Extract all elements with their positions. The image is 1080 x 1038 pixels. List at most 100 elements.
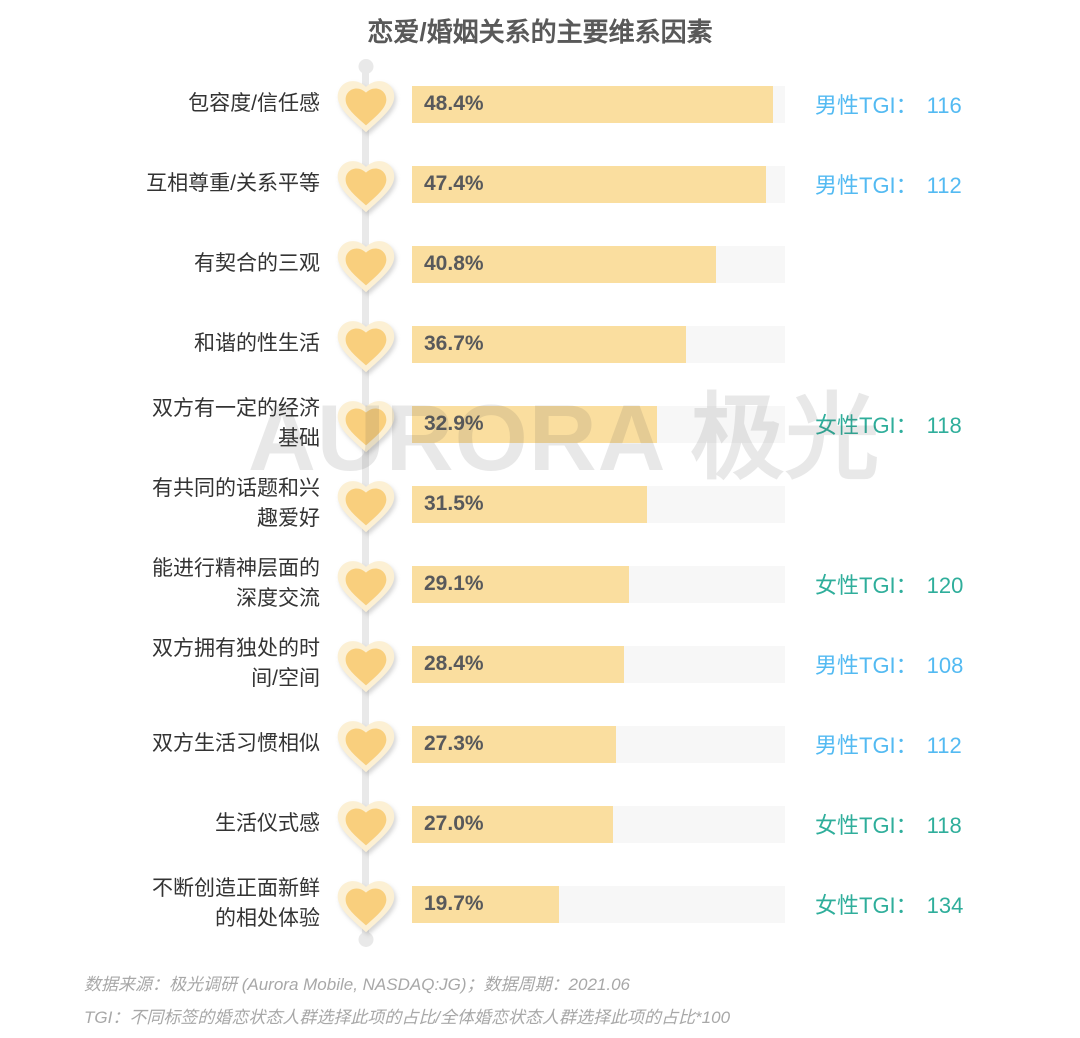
chart-row: 和谐的性生活 36.7% [0, 304, 1080, 384]
tgi-value: 120 [926, 573, 964, 598]
bar-fill: 27.3% [412, 725, 616, 763]
heart-cell [320, 153, 412, 215]
bar-value-label: 40.8% [424, 252, 484, 275]
chart-row: 有契合的三观 40.8% [0, 224, 1080, 304]
tgi-value: 108 [926, 653, 964, 678]
bar-track: 27.3% [412, 725, 785, 763]
heart-icon [337, 81, 395, 133]
bar-fill: 27.0% [412, 805, 614, 843]
heart-cell [320, 713, 412, 775]
bar-track: 36.7% [412, 325, 785, 363]
bar-fill: 29.1% [412, 565, 630, 603]
heart-cell [320, 873, 412, 935]
timeline-dot-bottom [358, 932, 373, 947]
bar-track: 32.9% [412, 405, 785, 443]
category-label: 能进行精神层面的 深度交流 [152, 557, 320, 610]
heart-cell [320, 633, 412, 695]
bar-track: 40.8% [412, 245, 785, 283]
tgi-value: 116 [926, 93, 962, 118]
tgi-annotation: 男性TGI： 108 [815, 648, 963, 680]
footer: 数据来源：极光调研 (Aurora Mobile, NASDAQ:JG)；数据周… [84, 968, 730, 1034]
tgi-annotation: 女性TGI： 134 [815, 888, 963, 920]
chart-row: 互相尊重/关系平等 47.4% 男性TGI： 112 [0, 144, 1080, 224]
tgi-annotation: 女性TGI： 118 [815, 408, 962, 440]
bar-rows: 包容度/信任感 48.4% 男性TGI： 116 互相尊重/关系平等 47. [0, 64, 1080, 944]
bar-track: 28.4% [412, 645, 785, 683]
heart-icon [337, 161, 395, 213]
bar-fill: 28.4% [412, 645, 624, 683]
heart-cell [320, 553, 412, 615]
bar-value-label: 28.4% [424, 652, 484, 675]
chart-row: 双方生活习惯相似 27.3% 男性TGI： 112 [0, 704, 1080, 784]
heart-cell [320, 73, 412, 135]
tgi-label: 女性TGI： [815, 573, 918, 598]
category-label: 有共同的话题和兴 趣爱好 [152, 477, 320, 530]
heart-cell [320, 393, 412, 455]
chart-row: 包容度/信任感 48.4% 男性TGI： 116 [0, 64, 1080, 144]
bar-value-label: 19.7% [424, 892, 484, 915]
bar-fill: 48.4% [412, 85, 774, 123]
bar-track: 27.0% [412, 805, 785, 843]
tgi-value: 134 [926, 893, 964, 918]
heart-icon [337, 721, 395, 773]
bar-track: 29.1% [412, 565, 785, 603]
heart-icon [337, 561, 395, 613]
chart-row: 双方有一定的经济 基础 32.9% 女性TGI： 118 [0, 384, 1080, 464]
bar-value-label: 32.9% [424, 412, 484, 435]
tgi-label: 男性TGI： [815, 733, 918, 758]
tgi-label: 女性TGI： [815, 813, 918, 838]
category-label: 双方生活习惯相似 [152, 732, 320, 755]
heart-cell [320, 233, 412, 295]
heart-icon [337, 401, 395, 453]
timeline-dot-top [358, 59, 373, 74]
category-label: 不断创造正面新鲜 的相处体验 [152, 877, 320, 930]
footer-source-note: 数据来源：极光调研 (Aurora Mobile, NASDAQ:JG)；数据周… [84, 975, 631, 994]
tgi-label: 女性TGI： [815, 893, 918, 918]
bar-track: 47.4% [412, 165, 785, 203]
tgi-label: 男性TGI： [815, 93, 918, 118]
heart-cell [320, 473, 412, 535]
bar-fill: 36.7% [412, 325, 686, 363]
chart-row: 有共同的话题和兴 趣爱好 31.5% [0, 464, 1080, 544]
tgi-annotation: 男性TGI： 116 [815, 88, 962, 120]
tgi-value: 112 [926, 173, 962, 198]
heart-cell [320, 313, 412, 375]
heart-icon [337, 481, 395, 533]
chart-row: 能进行精神层面的 深度交流 29.1% 女性TGI： 120 [0, 544, 1080, 624]
heart-icon [337, 321, 395, 373]
bar-value-label: 27.0% [424, 812, 484, 835]
bar-fill: 32.9% [412, 405, 658, 443]
bar-track: 19.7% [412, 885, 785, 923]
chart-row: 生活仪式感 27.0% 女性TGI： 118 [0, 784, 1080, 864]
heart-icon [337, 801, 395, 853]
bar-value-label: 47.4% [424, 172, 484, 195]
bar-fill: 40.8% [412, 245, 717, 283]
tgi-annotation: 女性TGI： 118 [815, 808, 962, 840]
category-label: 和谐的性生活 [194, 332, 320, 355]
bar-track: 48.4% [412, 85, 785, 123]
heart-icon [337, 641, 395, 693]
bar-fill: 31.5% [412, 485, 647, 523]
tgi-annotation: 男性TGI： 112 [815, 728, 962, 760]
bar-track: 31.5% [412, 485, 785, 523]
category-label: 生活仪式感 [215, 812, 320, 835]
chart-row: 双方拥有独处的时 间/空间 28.4% 男性TGI： 108 [0, 624, 1080, 704]
heart-icon [337, 241, 395, 293]
category-label: 双方有一定的经济 基础 [152, 397, 320, 450]
category-label: 有契合的三观 [194, 252, 320, 275]
bar-value-label: 48.4% [424, 92, 484, 115]
bar-value-label: 29.1% [424, 572, 484, 595]
tgi-value: 118 [926, 413, 962, 438]
heart-icon [337, 881, 395, 933]
bar-value-label: 36.7% [424, 332, 484, 355]
heart-cell [320, 793, 412, 855]
category-label: 互相尊重/关系平等 [146, 172, 320, 195]
tgi-label: 男性TGI： [815, 173, 918, 198]
bar-fill: 47.4% [412, 165, 766, 203]
tgi-annotation: 女性TGI： 120 [815, 568, 963, 600]
chart-row: 不断创造正面新鲜 的相处体验 19.7% 女性TGI： 134 [0, 864, 1080, 944]
bar-fill: 19.7% [412, 885, 559, 923]
tgi-value: 118 [926, 813, 962, 838]
tgi-label: 男性TGI： [815, 653, 918, 678]
